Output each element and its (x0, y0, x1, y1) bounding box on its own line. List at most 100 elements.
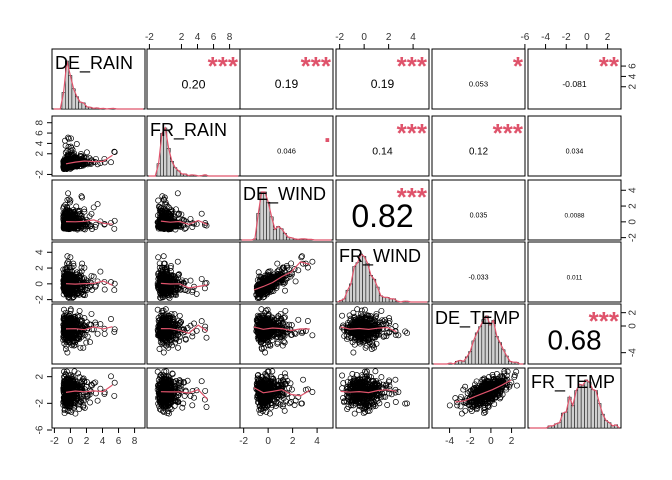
scatter-point (111, 148, 118, 155)
scatter-r4-c1 (154, 306, 210, 356)
scatter-point (159, 193, 166, 200)
scatter-point (87, 399, 93, 406)
scatter-point (168, 272, 175, 279)
panel-r4-c5 (527, 303, 622, 365)
scatter-point (73, 217, 80, 224)
panel-r2-c4 (431, 179, 526, 241)
scatter-point (262, 349, 269, 356)
scatter-r4-c3 (339, 306, 410, 356)
scatter-point (60, 205, 67, 212)
scatter-point (62, 201, 69, 208)
scatter-point (350, 349, 357, 356)
scatter-point (156, 346, 163, 352)
scatter-point (309, 258, 316, 265)
scatter-point (65, 153, 72, 159)
density-curve (529, 379, 620, 429)
scatter-point (189, 220, 196, 227)
scatter-point (63, 266, 70, 273)
scatter-r3-c2 (253, 253, 316, 302)
scatter-point (175, 211, 181, 218)
panel-r0-c2 (239, 48, 334, 110)
scatter-r3-c1 (154, 253, 210, 302)
scatter-point (181, 287, 188, 294)
scatter-point (87, 160, 93, 167)
scatter-point (189, 224, 196, 230)
scatter-r3-c0 (60, 253, 118, 302)
scatter-point (79, 220, 86, 227)
scatter-point (160, 197, 167, 203)
scatter-point (157, 224, 164, 231)
scatter-point (165, 220, 172, 227)
scatter-point (76, 273, 83, 280)
scatter-point (94, 330, 101, 337)
scatter-point (88, 310, 95, 317)
histogram-bar (570, 405, 575, 429)
scatter-point (173, 222, 179, 229)
variable-label: DE_TEMP (435, 308, 520, 329)
histogram-bar (564, 411, 569, 429)
scatter-point (83, 277, 90, 284)
scatter-point (65, 219, 72, 226)
scatter-point (78, 213, 84, 220)
histogram-bar (272, 229, 277, 241)
scatter-point (78, 151, 84, 157)
scatter-point (73, 141, 80, 147)
scatter-point (166, 295, 173, 302)
variable-label: FR_WIND (339, 246, 421, 267)
scatter-point (101, 330, 108, 337)
scatter-r4-c2 (253, 306, 316, 356)
scatter-point (74, 225, 81, 232)
scatter-point (73, 163, 80, 170)
scatter-point (176, 312, 183, 319)
variable-label: DE_RAIN (55, 53, 133, 74)
scatter-point (65, 135, 72, 142)
scatter-point (295, 316, 302, 323)
scatter-point (339, 312, 346, 319)
scatter-point (62, 161, 69, 168)
density-curve (337, 253, 428, 303)
scatter-point (64, 271, 71, 277)
scatter-point (68, 135, 74, 142)
scatter-point (76, 211, 83, 218)
scatter-point (78, 272, 84, 279)
scatter-point (88, 210, 95, 217)
scatter-r4-c0 (60, 306, 118, 356)
scatter-point (60, 266, 67, 273)
scatter-point (111, 379, 118, 386)
scatter-point (65, 161, 72, 168)
panel-r4-c0 (51, 303, 146, 365)
scatter-point (81, 226, 88, 233)
scatter-point (65, 143, 72, 150)
scatter-point (165, 222, 172, 229)
scatter-point (108, 316, 114, 322)
scatter-point (88, 272, 95, 279)
panel-r3-c5 (527, 241, 622, 303)
scatter-point (64, 260, 70, 267)
scatter-point (161, 279, 168, 286)
panel-r1-c2 (239, 115, 334, 177)
scatter-point (295, 267, 302, 274)
scatter-point (309, 332, 316, 339)
scatter-point (158, 219, 165, 226)
scatter-point (174, 190, 181, 197)
histogram-bar (494, 336, 499, 365)
panels-layer: DE_RAINFR_RAINDE_WINDFR_WINDDE_TEMPFR_TE… (51, 48, 622, 429)
scatter-point (304, 264, 311, 271)
scatter-r5-c0 (60, 368, 118, 417)
panel-r3-c0 (51, 241, 146, 303)
scatter-point (108, 159, 114, 166)
scatter-point (176, 210, 182, 217)
scatter-point (157, 294, 163, 301)
scatter-point (175, 285, 182, 292)
scatter-point (64, 155, 71, 162)
panel-r2-c0 (51, 179, 146, 241)
scatter-point (160, 349, 167, 356)
histogram-fr-temp: FR_TEMP (529, 372, 620, 429)
scatter-point (97, 385, 104, 392)
panel-r5-c2 (239, 367, 334, 429)
histogram-de-wind: DE_WIND (241, 184, 332, 241)
scatter-point (165, 292, 172, 299)
panel-r1-c3 (335, 115, 430, 177)
scatter-point (361, 306, 368, 313)
scatter-point (70, 263, 77, 269)
